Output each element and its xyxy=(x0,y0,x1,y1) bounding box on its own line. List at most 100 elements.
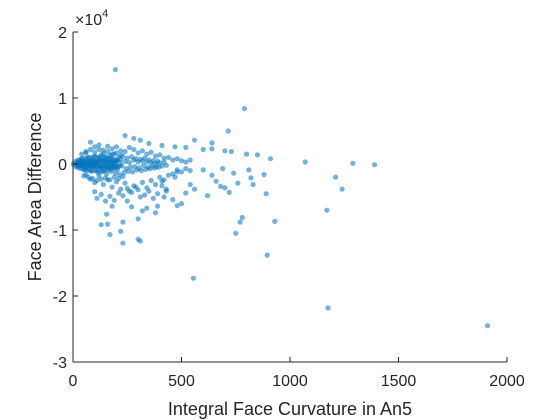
data-point xyxy=(152,181,159,188)
data-point xyxy=(324,207,330,213)
data-point xyxy=(161,177,167,183)
data-point xyxy=(124,155,130,161)
data-point xyxy=(237,219,243,225)
data-point xyxy=(190,275,196,281)
data-point xyxy=(178,169,185,175)
x-tick-label: 2000 xyxy=(489,373,525,390)
data-point xyxy=(254,152,260,158)
data-point xyxy=(231,170,237,176)
y-tick-label: 1 xyxy=(58,91,67,108)
data-point xyxy=(138,168,144,174)
data-point xyxy=(120,219,126,225)
data-point xyxy=(139,208,145,214)
data-point xyxy=(89,175,96,182)
y-axis-title: Face Area Difference xyxy=(25,113,45,282)
data-point xyxy=(187,181,193,188)
data-point xyxy=(144,205,150,211)
data-point xyxy=(248,175,254,181)
data-point xyxy=(118,152,124,158)
data-point xyxy=(131,146,137,153)
x-axis-title: Integral Face Curvature in An5 xyxy=(168,399,412,419)
data-point xyxy=(127,164,134,170)
data-point xyxy=(83,148,89,155)
data-point xyxy=(118,186,124,192)
data-point xyxy=(98,191,104,197)
data-point xyxy=(155,191,161,197)
data-point xyxy=(226,189,232,195)
data-point xyxy=(125,168,131,174)
data-point xyxy=(107,193,113,199)
data-point xyxy=(109,151,115,157)
data-point xyxy=(172,144,178,150)
data-point xyxy=(272,218,278,224)
data-point xyxy=(102,175,109,181)
data-point xyxy=(100,150,106,156)
data-point xyxy=(142,192,148,198)
y-tick-label: -2 xyxy=(53,289,67,306)
data-point xyxy=(174,167,180,173)
y-tick-label: 2 xyxy=(58,25,67,42)
data-point xyxy=(113,150,119,156)
tick-labels: 0 500 1000 1500 2000 -3 -2 -1 0 1 2 xyxy=(53,25,525,390)
data-point xyxy=(109,203,115,209)
data-point xyxy=(113,144,119,150)
data-point xyxy=(140,162,147,168)
data-point xyxy=(139,148,145,154)
data-point xyxy=(372,162,378,168)
data-point xyxy=(209,146,215,152)
y-tick-label: -3 xyxy=(53,355,67,372)
data-point xyxy=(116,190,122,196)
data-point xyxy=(157,174,163,180)
data-point xyxy=(120,193,126,199)
exponent-label: ×104 xyxy=(75,8,108,29)
data-point xyxy=(96,142,102,148)
data-point xyxy=(333,174,339,180)
data-point xyxy=(92,189,98,195)
data-point xyxy=(244,151,250,157)
data-point xyxy=(100,181,106,188)
data-point xyxy=(109,184,115,190)
data-point xyxy=(350,160,356,166)
data-point xyxy=(116,175,122,182)
data-point xyxy=(484,323,491,329)
data-point xyxy=(122,148,128,155)
data-point xyxy=(120,173,126,180)
dense-point-cluster xyxy=(70,154,123,174)
data-point xyxy=(81,173,87,179)
data-point xyxy=(161,155,167,161)
data-point xyxy=(102,198,109,204)
data-point xyxy=(233,230,239,236)
data-point xyxy=(165,154,172,160)
data-point xyxy=(174,156,180,162)
data-point xyxy=(133,184,139,190)
x-tick-label: 0 xyxy=(69,373,78,390)
data-point xyxy=(111,197,117,203)
data-point xyxy=(209,172,215,178)
data-point xyxy=(135,150,141,156)
data-point xyxy=(112,67,118,73)
data-point xyxy=(170,157,176,163)
data-point xyxy=(129,189,135,195)
x-tick-label: 500 xyxy=(168,373,195,390)
data-point xyxy=(220,166,226,172)
data-point xyxy=(142,155,148,161)
points-layer xyxy=(70,67,491,329)
data-point xyxy=(187,168,193,174)
data-point xyxy=(87,139,93,145)
data-point xyxy=(107,177,113,183)
data-point xyxy=(146,188,152,194)
data-point xyxy=(261,172,267,178)
data-point xyxy=(170,171,176,177)
data-point xyxy=(137,194,143,200)
data-point xyxy=(163,188,169,194)
data-point xyxy=(121,170,127,176)
data-point xyxy=(183,166,189,172)
data-point xyxy=(85,174,91,180)
data-point xyxy=(183,144,189,151)
data-point xyxy=(159,142,165,149)
data-point xyxy=(148,177,154,184)
data-point xyxy=(200,146,206,153)
data-point xyxy=(139,179,145,186)
data-point xyxy=(183,190,189,196)
